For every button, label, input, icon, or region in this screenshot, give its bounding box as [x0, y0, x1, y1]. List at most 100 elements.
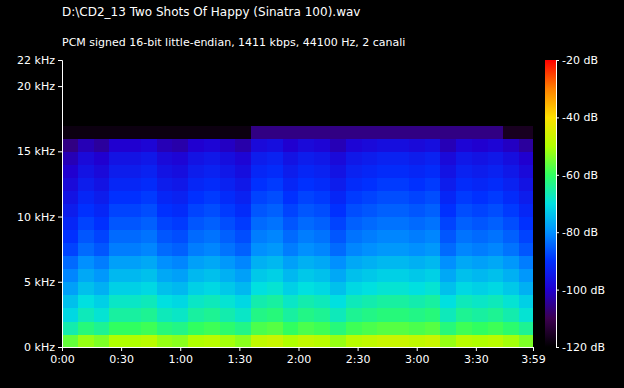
cell: [251, 60, 267, 126]
cell: [220, 269, 236, 283]
cell: [456, 190, 472, 204]
cell: [503, 177, 519, 191]
cell: [204, 334, 220, 347]
cell: [519, 125, 533, 139]
cell: [425, 256, 441, 270]
tick-label: -20 dB: [562, 54, 598, 67]
cell: [251, 230, 267, 244]
cell: [141, 308, 157, 322]
tick: 2:30: [346, 347, 371, 366]
cell: [157, 217, 173, 231]
cell: [472, 308, 488, 322]
cell: [220, 164, 236, 178]
cell: [188, 308, 204, 322]
cell: [393, 217, 409, 231]
cell: [172, 308, 188, 322]
cell: [409, 125, 425, 139]
cell: [472, 243, 488, 257]
cell: [409, 282, 425, 296]
cell: [346, 295, 362, 309]
tick-label: 1:00: [168, 353, 193, 366]
cell: [78, 217, 94, 231]
cell: [377, 321, 393, 335]
cell: [125, 177, 141, 191]
chart: 0:000:301:001:302:002:303:003:303:590 kH…: [0, 0, 624, 388]
cell: [94, 230, 110, 244]
cell: [62, 164, 78, 178]
cell: [141, 204, 157, 218]
cell: [251, 151, 267, 165]
cell: [235, 295, 251, 309]
cell: [109, 204, 125, 218]
cell: [157, 243, 173, 257]
cell: [362, 138, 378, 152]
cell: [472, 282, 488, 296]
cell: [377, 243, 393, 257]
tick: 3:00: [405, 347, 430, 366]
tick-mark: [58, 347, 62, 348]
cell: [251, 295, 267, 309]
cell: [409, 230, 425, 244]
cell: [235, 164, 251, 178]
cell: [283, 269, 299, 283]
cell: [157, 282, 173, 296]
cell: [283, 138, 299, 152]
cell: [362, 125, 378, 139]
cell: [283, 282, 299, 296]
axis-line: [557, 61, 560, 348]
cell: [488, 138, 504, 152]
cell: [235, 60, 251, 126]
cell: [204, 125, 220, 139]
cell: [235, 282, 251, 296]
cell: [440, 125, 456, 139]
cell: [125, 334, 141, 347]
cell: [125, 321, 141, 335]
cell: [519, 204, 533, 218]
cell: [172, 125, 188, 139]
cell: [141, 230, 157, 244]
cell: [188, 321, 204, 335]
cell: [425, 321, 441, 335]
cell: [314, 204, 330, 218]
cell: [377, 151, 393, 165]
cell: [472, 230, 488, 244]
tick: -100 dB: [556, 284, 605, 297]
tick: 1:00: [168, 347, 193, 366]
cell: [267, 321, 283, 335]
cell: [298, 230, 314, 244]
cell: [188, 60, 204, 126]
tick: 15 kHz: [17, 145, 62, 158]
tick-label: 0:00: [50, 353, 75, 366]
cell: [519, 138, 533, 152]
cell: [204, 256, 220, 270]
cell: [330, 295, 346, 309]
cell: [188, 295, 204, 309]
cell: [204, 243, 220, 257]
cell: [456, 256, 472, 270]
cell: [488, 177, 504, 191]
cell: [141, 177, 157, 191]
cell: [125, 190, 141, 204]
cell: [172, 217, 188, 231]
cell: [204, 60, 220, 126]
cell: [298, 334, 314, 347]
cell: [488, 164, 504, 178]
cell: [346, 230, 362, 244]
cell: [362, 177, 378, 191]
tick: 10 kHz: [17, 211, 62, 224]
tick-mark: [556, 60, 559, 61]
cell: [330, 125, 346, 139]
cell: [62, 256, 78, 270]
cell: [503, 256, 519, 270]
cell: [172, 204, 188, 218]
cell: [377, 217, 393, 231]
tick-label: 22 kHz: [17, 54, 55, 67]
cell: [362, 60, 378, 126]
cell: [362, 190, 378, 204]
cell: [440, 308, 456, 322]
cell: [314, 60, 330, 126]
heatmap-cells: [62, 60, 533, 347]
cell: [377, 177, 393, 191]
cell: [188, 230, 204, 244]
cell: [362, 164, 378, 178]
